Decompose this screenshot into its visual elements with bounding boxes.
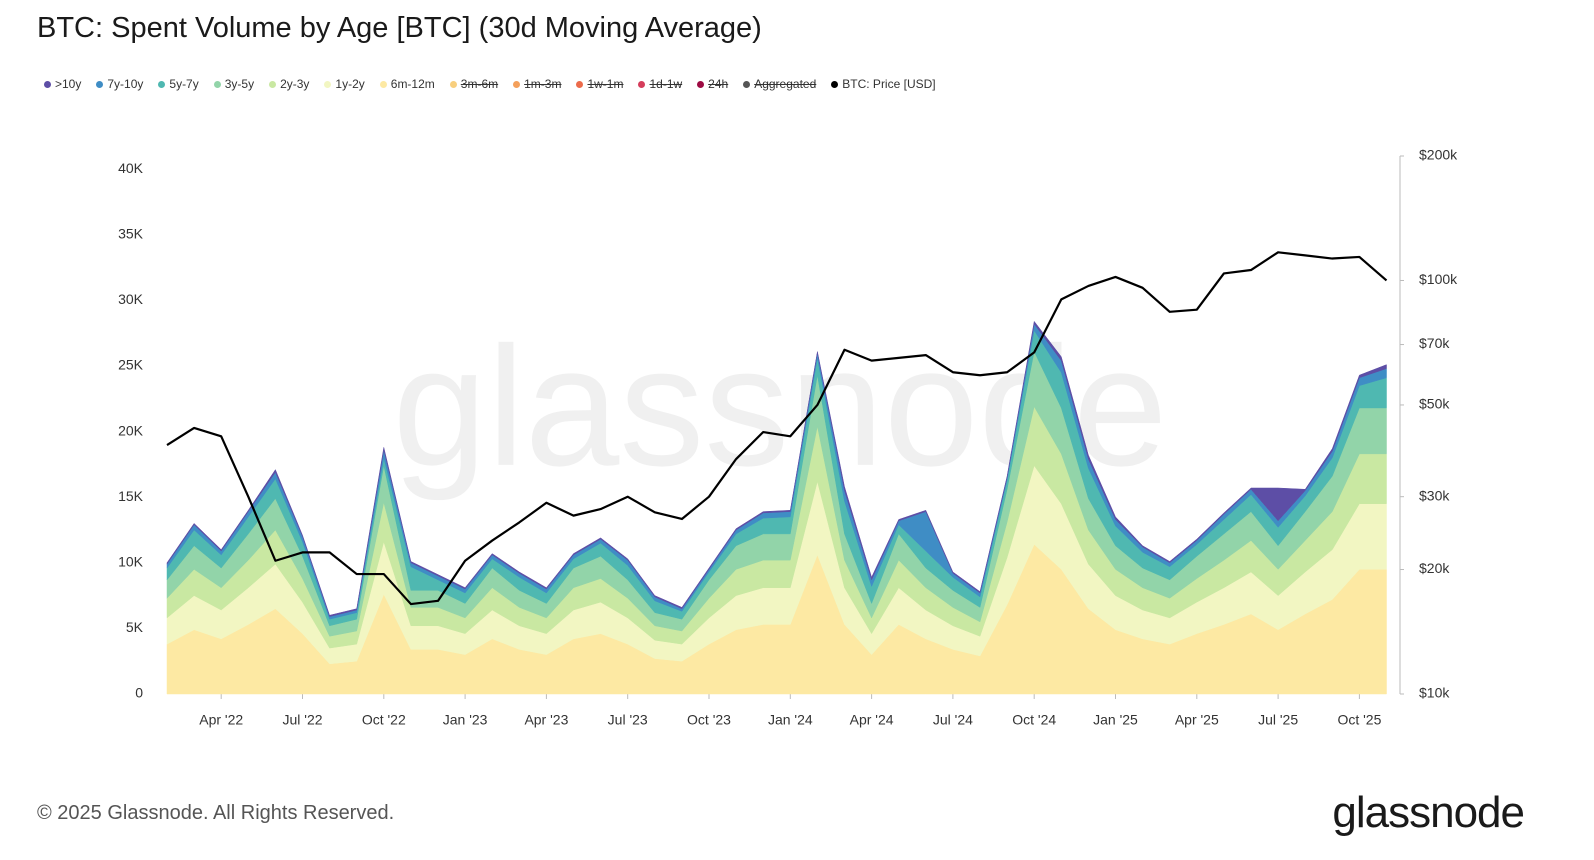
legend-item[interactable]: 2y-3y <box>269 77 309 91</box>
legend-item[interactable]: 1m-3m <box>513 77 561 91</box>
legend-swatch <box>831 80 839 88</box>
y-tick-label: 40K <box>118 160 144 176</box>
y-tick-label: 15K <box>118 488 144 504</box>
x-tick-label: Apr '25 <box>1175 712 1219 728</box>
logo: glassnode <box>1332 788 1525 837</box>
legend-swatch <box>44 80 51 88</box>
x-tick-label: Jan '24 <box>768 712 813 728</box>
legend-item[interactable]: >10y <box>44 77 81 91</box>
x-tick-label: Jul '24 <box>933 712 973 728</box>
legend-item[interactable]: 1y-2y <box>324 77 365 91</box>
legend-label: 3y-5y <box>224 77 255 91</box>
legend-label: 7y-10y <box>107 77 144 91</box>
y-tick-label: 0 <box>135 685 143 701</box>
legend-label: 1w-1m <box>587 77 624 91</box>
legend-swatch <box>379 80 387 88</box>
footer: © 2025 Glassnode. All Rights Reserved. <box>37 802 395 824</box>
y2-tick-label: $100k <box>1419 271 1458 287</box>
legend-label: 1y-2y <box>335 77 365 91</box>
legend-swatch <box>513 80 521 88</box>
legend-label: 2y-3y <box>280 77 310 91</box>
y2-tick-label: $70k <box>1419 335 1450 351</box>
legend-swatch <box>96 80 104 88</box>
legend-label: Aggregated <box>754 77 817 91</box>
legend-swatch <box>638 80 646 88</box>
area-10y <box>166 320 1387 617</box>
y-tick-label: 5K <box>126 619 144 635</box>
legend-label: 3m-6m <box>460 77 499 91</box>
x-tick-label: Jan '25 <box>1093 712 1138 728</box>
legend-label: BTC: Price [USD] <box>842 77 936 91</box>
x-tick-label: Jul '22 <box>282 712 322 728</box>
legend-label: 1d-1w <box>649 77 683 91</box>
x-tick-label: Jul '23 <box>608 712 648 728</box>
legend-item[interactable]: BTC: Price [USD] <box>831 77 936 91</box>
x-tick-label: Oct '24 <box>1012 712 1056 728</box>
x-tick-label: Apr '22 <box>199 712 243 728</box>
price-line <box>166 251 1388 606</box>
legend-item[interactable]: 3m-6m <box>449 77 499 91</box>
legend-item[interactable]: 3y-5y <box>213 77 255 91</box>
x-tick-label: Oct '23 <box>687 712 731 728</box>
x-tick-label: Apr '23 <box>524 712 568 728</box>
x-tick-label: Oct '25 <box>1337 712 1381 728</box>
legend-item[interactable]: 1w-1m <box>576 77 623 91</box>
legend-item[interactable]: 5y-7y <box>158 77 199 91</box>
legend-item[interactable]: 7y-10y <box>96 77 143 91</box>
legend-swatch <box>697 80 705 88</box>
y2-tick-label: $50k <box>1419 396 1450 412</box>
y2-tick-label: $200k <box>1419 147 1458 163</box>
x-tick-label: Apr '24 <box>850 712 894 728</box>
x-tick-label: Jan '23 <box>443 712 488 728</box>
y2-tick-label: $30k <box>1419 487 1450 503</box>
legend-swatch <box>743 80 751 88</box>
legend-item[interactable]: 6m-12m <box>379 77 435 91</box>
x-tick-label: Oct '22 <box>362 712 406 728</box>
legend-swatch <box>158 80 166 88</box>
legend-swatch <box>269 80 277 88</box>
legend-label: >10y <box>55 77 82 91</box>
y-tick-label: 30K <box>118 291 144 307</box>
y2-tick-label: $10k <box>1419 685 1450 701</box>
legend-label: 6m-12m <box>390 77 435 91</box>
legend-swatch <box>324 80 332 88</box>
legend: >10y 7y-10y 5y-7y 3y-5y 2y-3y 1y-2y 6m-12m 3m-6… <box>44 77 936 91</box>
chart-title: BTC: Spent Volume by Age [BTC] (30d Movi… <box>37 12 762 44</box>
legend-item[interactable]: 24h <box>697 77 728 91</box>
y2-tick-label: $20k <box>1419 560 1450 576</box>
legend-swatch <box>576 80 584 88</box>
legend-label: 24h <box>708 77 729 91</box>
x-tick-label: Jul '25 <box>1258 712 1298 728</box>
y-tick-label: 25K <box>118 357 144 373</box>
y-tick-label: 35K <box>118 225 144 241</box>
legend-swatch <box>213 80 221 88</box>
legend-item[interactable]: Aggregated <box>743 77 816 91</box>
legend-label: 5y-7y <box>169 77 199 91</box>
y-tick-label: 10K <box>118 553 144 569</box>
y-tick-label: 20K <box>118 422 144 438</box>
legend-item[interactable]: 1d-1w <box>638 77 682 91</box>
legend-label: 1m-3m <box>524 77 562 91</box>
legend-swatch <box>449 80 457 88</box>
